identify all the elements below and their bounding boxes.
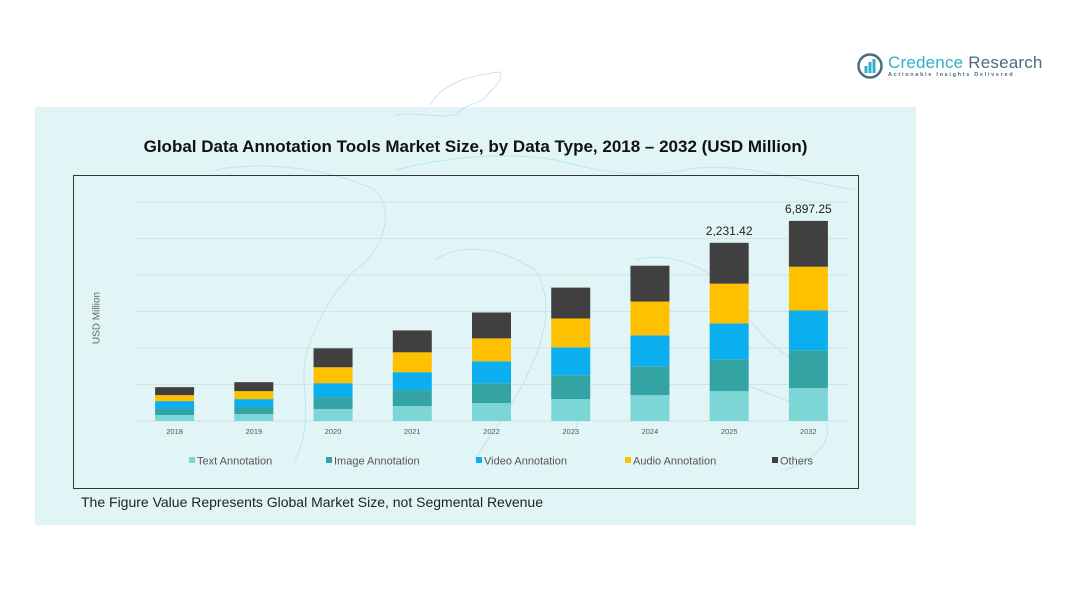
bar-chart-logo-icon — [857, 53, 883, 79]
data-label-2025: 2,231.42 — [706, 224, 753, 238]
bar-segment-video-annotation-2019: Video Annotation 2019: 8 — [234, 399, 274, 408]
x-tick-label: 2024 — [642, 427, 659, 436]
bar-stack-2021: Text Annotation 2021: 15Image Annotation… — [392, 330, 432, 421]
legend-item-text-annotation: Text Annotation — [189, 456, 272, 468]
x-tick-label: 2021 — [404, 427, 421, 436]
legend-label: Others — [780, 456, 814, 468]
x-tick-label: 2019 — [245, 427, 262, 436]
bar-segment-image-annotation-2025: Image Annotation 2025: 32 — [709, 359, 749, 392]
brand-name-part2: Research — [963, 52, 1043, 72]
bar-segment-others-2025: Others 2025: 41 — [709, 242, 749, 284]
bar-segment-video-annotation-2032: Video Annotation 2032: 40 — [788, 310, 828, 351]
bar-segment-text-annotation-2022: Text Annotation 2022: 18 — [472, 403, 511, 421]
legend-swatch — [772, 457, 778, 463]
bar-stack-2020: Text Annotation 2020: 12Image Annotation… — [313, 348, 353, 421]
bar-segment-video-annotation-2018: Video Annotation 2018: 8 — [155, 401, 195, 410]
x-tick-label: 2020 — [325, 427, 342, 436]
bar-stack-2019: Text Annotation 2019: 7Image Annotation … — [234, 382, 274, 421]
data-label-2032: 6,897.25 — [785, 202, 832, 216]
bar-stack-2018: Text Annotation 2018: 6Image Annotation … — [155, 387, 195, 421]
legend-item-video-annotation: Video Annotation — [476, 456, 567, 468]
bar-segment-audio-annotation-2018: Audio Annotation 2018: 6 — [155, 395, 195, 402]
bar-segment-audio-annotation-2023: Audio Annotation 2023: 29 — [551, 318, 591, 348]
x-tick-label: 2025 — [721, 427, 738, 436]
x-tick-label: 2023 — [562, 427, 579, 436]
bar-segment-others-2019: Others 2019: 9 — [234, 382, 274, 392]
bar-segment-image-annotation-2032: Image Annotation 2032: 38 — [788, 350, 828, 389]
legend-swatch — [476, 457, 482, 463]
legend-swatch — [189, 457, 195, 463]
bar-segment-others-2018: Others 2018: 8 — [155, 387, 195, 396]
bar-segment-image-annotation-2019: Image Annotation 2019: 7 — [234, 407, 274, 415]
bar-segment-image-annotation-2023: Image Annotation 2023: 24 — [551, 375, 591, 400]
bar-segment-video-annotation-2024: Video Annotation 2024: 31 — [630, 335, 670, 367]
legend-item-others: Others — [772, 456, 814, 468]
bar-segment-others-2024: Others 2024: 36 — [630, 265, 670, 302]
data-labels: 2,231.42 6,897.25 — [706, 202, 832, 238]
footnote: The Figure Value Represents Global Marke… — [81, 494, 543, 510]
bar-segment-video-annotation-2021: Video Annotation 2021: 18 — [392, 372, 432, 391]
bar-segment-audio-annotation-2032: Audio Annotation 2032: 44 — [788, 266, 828, 311]
bar-segment-audio-annotation-2019: Audio Annotation 2019: 8 — [234, 391, 274, 400]
bar-segment-video-annotation-2023: Video Annotation 2023: 28 — [551, 347, 591, 376]
bar-segment-audio-annotation-2020: Audio Annotation 2020: 16 — [313, 367, 353, 384]
bar-segment-text-annotation-2019: Text Annotation 2019: 7 — [234, 414, 274, 421]
bar-segment-audio-annotation-2021: Audio Annotation 2021: 20 — [392, 352, 432, 373]
legend-label: Audio Annotation — [633, 456, 716, 468]
x-tick-label: 2022 — [483, 427, 500, 436]
bar-segment-audio-annotation-2022: Audio Annotation 2022: 23 — [472, 338, 511, 362]
bar-segment-video-annotation-2020: Video Annotation 2020: 14 — [313, 383, 353, 398]
bars: Text Annotation 2018: 6Image Annotation … — [155, 220, 828, 421]
x-tick-labels: 2018 2019 2020 2021 2022 2023 2024 2025 2032 — [166, 427, 816, 436]
brand-name: Credence Research — [888, 54, 1043, 71]
bar-stack-2024: Text Annotation 2024: 26Image Annotation… — [630, 265, 670, 421]
legend: Text Annotation Image Annotation Video Ann… — [189, 456, 814, 468]
legend-label: Video Annotation — [484, 456, 567, 468]
chart-title: Global Data Annotation Tools Market Size… — [143, 137, 808, 156]
bar-segment-image-annotation-2021: Image Annotation 2021: 16 — [392, 390, 432, 407]
legend-label: Image Annotation — [334, 456, 420, 468]
x-tick-label: 2032 — [800, 427, 817, 436]
bar-segment-others-2021: Others 2021: 22 — [392, 330, 432, 353]
bar-segment-video-annotation-2022: Video Annotation 2022: 22 — [472, 361, 511, 384]
bar-segment-text-annotation-2025: Text Annotation 2025: 30 — [709, 391, 749, 421]
bar-stack-2022: Text Annotation 2022: 18Image Annotation… — [472, 312, 511, 421]
chart-frame — [73, 175, 859, 489]
bar-segment-text-annotation-2024: Text Annotation 2024: 26 — [630, 395, 670, 421]
bar-segment-text-annotation-2023: Text Annotation 2023: 22 — [551, 399, 591, 421]
brand-logo: Credence Research Actionable Insights De… — [857, 53, 1043, 79]
bar-segment-text-annotation-2018: Text Annotation 2018: 6 — [155, 415, 195, 421]
bar-segment-others-2022: Others 2022: 26 — [472, 312, 511, 339]
bar-segment-audio-annotation-2025: Audio Annotation 2025: 40 — [709, 283, 749, 324]
bar-segment-text-annotation-2032: Text Annotation 2032: 33 — [788, 388, 828, 421]
bar-stack-2023: Text Annotation 2023: 22Image Annotation… — [551, 287, 591, 421]
bar-segment-video-annotation-2025: Video Annotation 2025: 36 — [709, 323, 749, 360]
legend-swatch — [625, 457, 631, 463]
legend-item-audio-annotation: Audio Annotation — [625, 456, 716, 468]
bar-segment-text-annotation-2020: Text Annotation 2020: 12 — [313, 409, 353, 421]
legend-swatch — [326, 457, 332, 463]
bar-segment-image-annotation-2022: Image Annotation 2022: 20 — [472, 383, 511, 404]
bar-segment-others-2020: Others 2020: 19 — [313, 348, 353, 368]
bar-segment-others-2023: Others 2023: 31 — [551, 287, 591, 319]
bar-segment-image-annotation-2020: Image Annotation 2020: 12 — [313, 397, 353, 410]
bar-segment-others-2032: Others 2032: 46 — [788, 220, 828, 267]
x-tick-label: 2018 — [166, 427, 183, 436]
bar-segment-image-annotation-2018: Image Annotation 2018: 6 — [155, 409, 195, 416]
bar-segment-text-annotation-2021: Text Annotation 2021: 15 — [392, 406, 432, 421]
brand-name-part1: Credence — [888, 52, 964, 72]
bar-segment-audio-annotation-2024: Audio Annotation 2024: 34 — [630, 301, 670, 336]
brand-tagline: Actionable Insights Delivered — [888, 71, 1015, 78]
bar-stack-2032: Text Annotation 2032: 33Image Annotation… — [788, 220, 828, 421]
legend-label: Text Annotation — [197, 456, 272, 468]
bar-stack-2025: Text Annotation 2025: 30Image Annotation… — [709, 242, 749, 421]
legend-item-image-annotation: Image Annotation — [326, 456, 420, 468]
bar-segment-image-annotation-2024: Image Annotation 2024: 29 — [630, 366, 670, 396]
